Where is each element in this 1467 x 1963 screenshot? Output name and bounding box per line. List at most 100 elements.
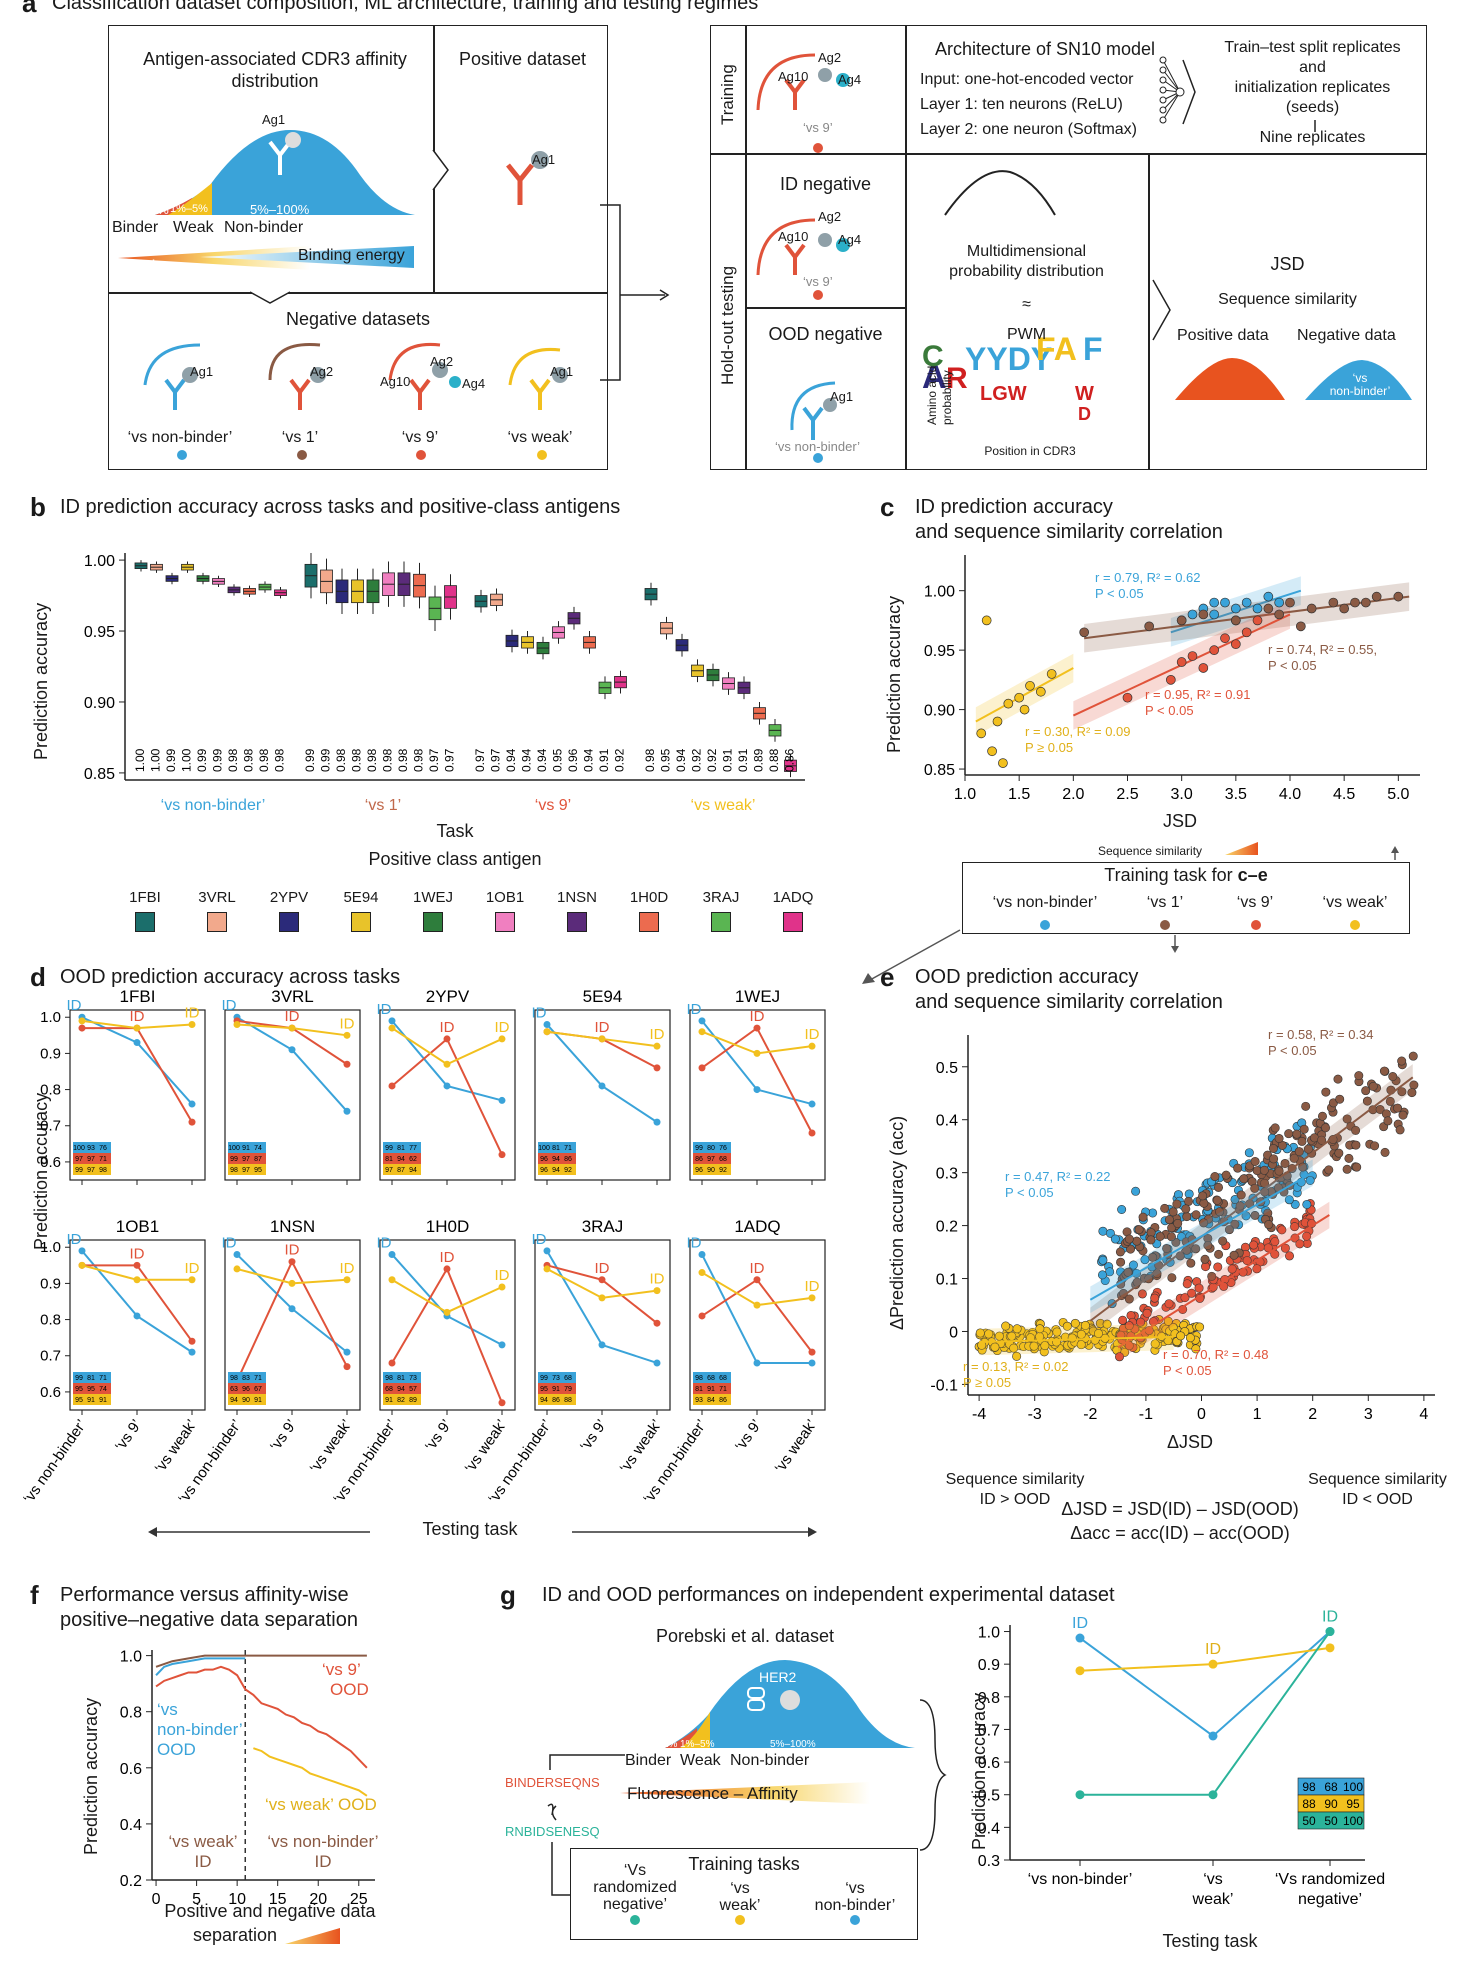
legend-ce-gradient [1225, 842, 1399, 860]
d-point [653, 1287, 661, 1295]
oodneg-vsnb: ‘vs non-binder’ [775, 439, 861, 454]
e-point [1176, 1331, 1186, 1341]
d-table-cell: 96 [242, 1386, 250, 1393]
e-point [1195, 1322, 1205, 1332]
g-task-2-2: weak’ [719, 1897, 761, 1914]
b-xtick-label: ‘vs weak’ [691, 797, 756, 814]
f-series-line [155, 1665, 368, 1769]
c-point [1144, 621, 1155, 632]
e-point [990, 1342, 1000, 1352]
neg-label-vs9: ‘vs 9’ [401, 429, 439, 446]
b-median-label: 0.95 [659, 748, 673, 772]
d-table-cell: 76 [719, 1145, 727, 1152]
b-median-label: 0.94 [504, 748, 518, 772]
b-median-label: 0.99 [319, 748, 333, 772]
d-table-cell: 90 [242, 1397, 250, 1404]
e-point [1395, 1125, 1405, 1135]
d-table-cell: 68 [385, 1386, 393, 1393]
f-series-line [155, 1657, 246, 1676]
d-point [133, 1312, 141, 1320]
e-ann-brown-2: P < 0.05 [1268, 1043, 1317, 1058]
c-xtick-label: 1.0 [954, 786, 976, 803]
g-ytick-label: 0.7 [978, 1722, 1000, 1739]
d-table-cell: 71 [99, 1375, 107, 1382]
e-point [1116, 1257, 1126, 1267]
g-task-3-1: ‘vs [845, 1880, 865, 1897]
neg-label-vs1: ‘vs 1’ [281, 429, 319, 446]
panel-a-title: Classification dataset composition, ML a… [52, 0, 759, 14]
e-point [1214, 1182, 1224, 1192]
c-point [1187, 609, 1198, 620]
e-point [1062, 1321, 1072, 1331]
b-median-label: 0.98 [273, 748, 287, 772]
b-median-label: 0.98 [381, 748, 395, 772]
e-point [1408, 1051, 1418, 1061]
panel-g-xlabel: Testing task [1162, 1931, 1258, 1951]
d-point [188, 1100, 196, 1108]
b-median-label: 0.95 [551, 748, 565, 772]
e-point [1352, 1162, 1362, 1172]
d-id-label: ID [495, 1019, 510, 1036]
g-point [1075, 1790, 1085, 1800]
g-seq2: RNBIDSENESQ [505, 1824, 600, 1839]
d-table-cell: 81 [87, 1375, 95, 1382]
d-id-label: ID [222, 1234, 237, 1251]
d-ytick-label: 0.9 [40, 1045, 61, 1062]
d-id-label: ID [687, 1001, 702, 1018]
d-table-cell: 97 [385, 1167, 393, 1174]
b-legend-label: 2YPV [269, 889, 309, 906]
e-point [1001, 1321, 1011, 1331]
e-ann-blue-2: P < 0.05 [1005, 1185, 1054, 1200]
b-median-label: 0.98 [334, 748, 348, 772]
d-ytick-label: 0.9 [40, 1275, 61, 1292]
e-point [1289, 1153, 1299, 1163]
d-ytick-label: 0.7 [40, 1348, 61, 1365]
g-table-cell: 50 [1324, 1814, 1338, 1828]
panel-f-ylabel: Prediction accuracy [81, 1697, 101, 1855]
d-point [498, 1399, 506, 1407]
d-point [233, 1020, 241, 1028]
e-point [1361, 1086, 1371, 1096]
c-xtick-label: 3.0 [1171, 786, 1193, 803]
c-xtick-label: 4.5 [1333, 786, 1355, 803]
panel-b-legend-title: Positive class antigen [368, 849, 542, 869]
e-point [1317, 1111, 1327, 1121]
d-point [808, 1294, 816, 1302]
e-point [1385, 1096, 1395, 1106]
f-lbl-nb-id-2: ID [314, 1852, 332, 1871]
d-table-row [693, 1164, 731, 1175]
neg-ag1-label: Ag1 [190, 364, 214, 379]
e-point [1303, 1144, 1313, 1154]
g-point [1325, 1643, 1335, 1653]
pct2-label: 1%–5% [170, 203, 208, 215]
e-point [1173, 1218, 1183, 1228]
d-id-label: ID [805, 1278, 820, 1295]
d-point [808, 1359, 816, 1367]
svg-text:FA: FA [1036, 331, 1077, 367]
d-table-row [73, 1394, 111, 1405]
e-point [1184, 1196, 1194, 1206]
g-seq1: BINDERSEQNS [505, 1775, 600, 1790]
e-point [1186, 1258, 1196, 1268]
d-point [598, 1082, 606, 1090]
e-point [1076, 1340, 1086, 1350]
g-pct3: 5%–100% [770, 1739, 816, 1750]
c-ytick-label: 1.00 [924, 584, 955, 601]
e-point [1280, 1158, 1290, 1168]
panel-b-ylabel: Prediction accuracy [31, 602, 51, 760]
f-lbl-9-1: ‘vs 9’ [322, 1660, 361, 1679]
b-median-label: 0.99 [195, 748, 209, 772]
d-point [543, 1247, 551, 1255]
e-point [1168, 1207, 1178, 1217]
panel-g-title: ID and OOD performances on independent e… [542, 1584, 1115, 1606]
c-ytick-label: 0.90 [924, 703, 955, 720]
c-point [1285, 597, 1295, 608]
e-point [1230, 1194, 1240, 1204]
b-median-label: 0.92 [690, 748, 704, 772]
b-median-label: 0.89 [752, 748, 766, 772]
g-table-cell: 100 [1343, 1814, 1363, 1828]
c-point [992, 716, 1003, 727]
e-point [1134, 1225, 1144, 1235]
train-ag4: Ag4 [838, 72, 862, 87]
pct3-label: 5%–100% [250, 202, 310, 217]
